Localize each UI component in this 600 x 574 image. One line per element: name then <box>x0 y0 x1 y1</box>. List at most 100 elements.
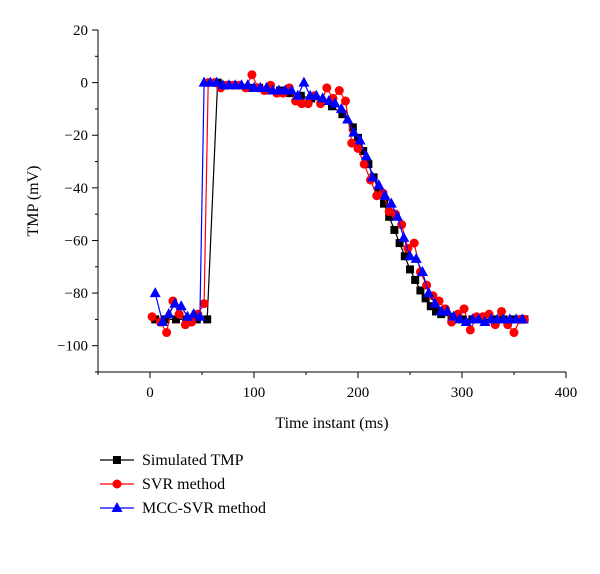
data-point <box>392 210 404 221</box>
data-point <box>242 79 254 90</box>
x-tick-label: 300 <box>451 385 474 401</box>
data-point <box>161 315 170 324</box>
data-point <box>292 89 304 100</box>
legend-item: Simulated TMP <box>100 452 244 469</box>
data-point <box>497 306 507 316</box>
y-tick-label: 20 <box>73 23 88 39</box>
data-point <box>441 305 453 316</box>
data-point <box>416 266 428 277</box>
data-point <box>149 287 161 298</box>
data-point <box>211 76 223 87</box>
data-point <box>367 171 379 182</box>
data-point <box>380 199 388 208</box>
data-point <box>479 316 491 327</box>
data-point <box>334 86 344 96</box>
data-point <box>410 252 422 263</box>
data-point <box>509 328 519 338</box>
data-point <box>172 315 180 324</box>
y-tick-label: −60 <box>65 233 88 249</box>
series-layer <box>147 70 529 338</box>
data-point <box>298 76 310 87</box>
y-axis-title: TMP (mV) <box>25 166 42 237</box>
data-point <box>432 307 440 316</box>
data-point <box>374 186 383 195</box>
data-point <box>400 252 409 261</box>
data-point <box>379 189 391 200</box>
legend-label: Simulated TMP <box>142 452 244 469</box>
legend-marker <box>112 479 122 489</box>
data-point <box>285 84 297 95</box>
y-tick-label: 0 <box>81 76 89 92</box>
data-point <box>423 287 435 298</box>
data-point <box>354 134 366 145</box>
data-point <box>429 297 441 308</box>
y-tick-label: −80 <box>65 286 88 302</box>
data-point <box>247 70 257 80</box>
data-point <box>297 99 307 109</box>
data-point <box>174 309 184 319</box>
data-point <box>194 310 206 321</box>
data-point <box>348 123 357 132</box>
data-point <box>390 225 399 234</box>
data-point <box>317 92 329 103</box>
x-tick-label: 400 <box>555 385 578 401</box>
data-point <box>411 275 420 284</box>
data-point <box>341 96 351 106</box>
data-point <box>203 315 212 324</box>
data-point <box>465 325 475 335</box>
data-point <box>322 83 332 93</box>
data-point <box>359 159 369 169</box>
data-point <box>323 95 335 106</box>
legend-marker <box>113 456 121 464</box>
data-point <box>454 313 466 324</box>
data-point <box>181 310 193 321</box>
legend-label: SVR method <box>142 476 225 493</box>
data-point <box>310 89 322 100</box>
data-point <box>360 150 372 161</box>
data-point <box>373 179 385 190</box>
data-point <box>188 308 200 319</box>
x-tick-label: 0 <box>146 385 154 401</box>
y-tick-label: −20 <box>65 128 88 144</box>
data-point <box>335 102 347 113</box>
x-axis-title: Time instant (ms) <box>275 415 388 432</box>
data-point <box>329 97 341 108</box>
data-point <box>199 299 209 309</box>
data-point <box>353 143 363 153</box>
data-point <box>459 304 469 314</box>
data-point <box>460 316 472 327</box>
y-tick-label: −40 <box>65 181 88 197</box>
data-point <box>169 297 181 308</box>
data-point <box>404 250 416 261</box>
series-line <box>154 81 523 324</box>
data-point <box>385 197 397 208</box>
data-point <box>260 81 272 92</box>
data-point <box>338 110 347 119</box>
data-point <box>347 138 357 148</box>
data-point <box>516 313 528 324</box>
y-tick-label: −100 <box>57 339 88 355</box>
legend-marker <box>111 502 123 512</box>
legend-item: MCC-SVR method <box>100 500 266 517</box>
data-point <box>348 126 360 137</box>
data-point <box>421 294 430 303</box>
x-tick-label: 100 <box>243 385 266 401</box>
data-point <box>156 316 168 327</box>
data-point <box>162 328 172 338</box>
data-point <box>163 308 175 319</box>
x-tick-label: 200 <box>347 385 370 401</box>
legend-item: SVR method <box>100 476 225 493</box>
data-point <box>406 265 414 274</box>
data-point <box>359 147 368 156</box>
data-point <box>395 239 404 248</box>
data-point <box>409 238 419 248</box>
series-2 <box>149 76 528 327</box>
data-point <box>385 212 394 221</box>
legend: Simulated TMP SVR method MCC-SVR method <box>100 452 266 517</box>
data-point <box>303 99 313 109</box>
data-point <box>147 312 157 322</box>
data-point <box>448 310 460 321</box>
